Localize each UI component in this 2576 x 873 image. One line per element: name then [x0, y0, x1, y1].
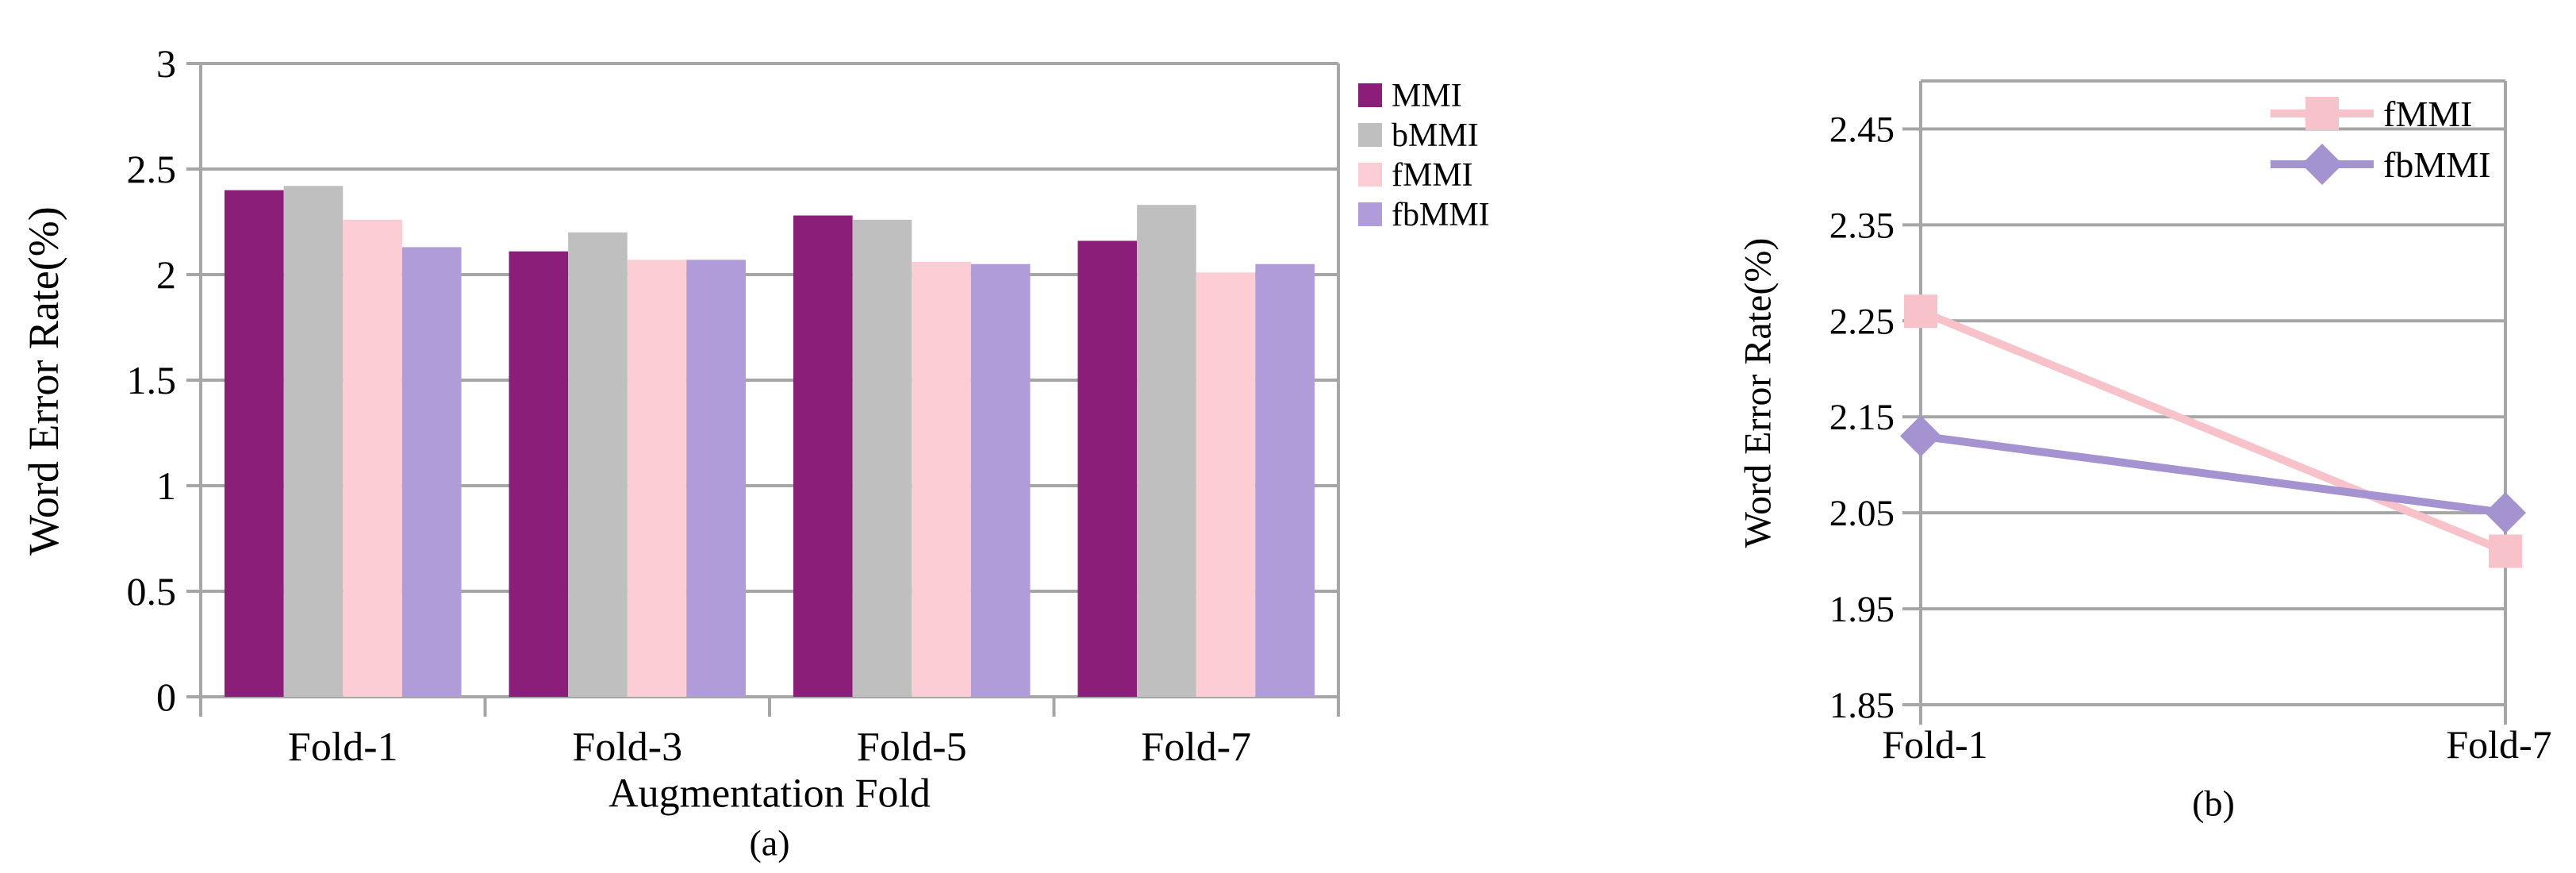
bar-fbMMI-Fold-3: [686, 260, 746, 697]
legend-item-bMMI: bMMI: [1358, 117, 1479, 154]
y-tick-label: 1.5: [127, 358, 177, 402]
legend-label-fMMI: fMMI: [1392, 157, 1473, 194]
marker-fbMMI-Fold-1: [1900, 415, 1941, 457]
y-tick-label: 3: [156, 41, 176, 86]
bar-MMI-Fold-7: [1077, 240, 1138, 697]
chart-a-x-axis-title: Augmentation Fold: [608, 771, 931, 817]
marker-fbMMI-Fold-7: [2485, 492, 2526, 534]
bar-MMI-Fold-5: [793, 215, 853, 697]
legend-swatch-MMI: [1358, 83, 1382, 107]
legend-label-fbMMI: fbMMI: [1392, 197, 1490, 233]
y-tick-label: 1.85: [1829, 685, 1895, 726]
y-tick-label: 2: [156, 252, 176, 297]
legend-item-MMI: MMI: [1358, 78, 1462, 114]
x-category-label: Fold-7: [1141, 725, 1251, 770]
x-category-label: Fold-3: [572, 725, 682, 770]
x-category-label: Fold-1: [288, 725, 398, 770]
y-tick-label: 2.45: [1829, 109, 1895, 150]
legend-swatch-bMMI: [1358, 123, 1382, 147]
legend-label-MMI: MMI: [1392, 78, 1462, 114]
bar-fMMI-Fold-7: [1196, 272, 1256, 698]
legend-label-bMMI: bMMI: [1392, 117, 1479, 154]
bar-bMMI-Fold-7: [1137, 205, 1196, 698]
legend-marker-fbMMI: [2302, 144, 2343, 185]
marker-fMMI-Fold-7: [2489, 534, 2522, 568]
legend-swatch-fbMMI: [1358, 202, 1382, 226]
bar-fbMMI-Fold-7: [1255, 263, 1315, 697]
chart-a-caption: (a): [749, 822, 790, 863]
bar-fMMI-Fold-5: [912, 262, 971, 697]
y-tick-label: 2.05: [1829, 493, 1895, 534]
y-tick-label: 2.25: [1829, 301, 1895, 342]
marker-fMMI-Fold-1: [1904, 294, 1937, 329]
legend-item-fbMMI: fbMMI: [1358, 197, 1490, 233]
bar-fMMI-Fold-1: [343, 219, 402, 698]
y-tick-label: 0: [156, 675, 176, 719]
legend-label-fbMMI: fbMMI: [2383, 144, 2490, 185]
bar-fbMMI-Fold-5: [970, 263, 1031, 697]
bar-bMMI-Fold-3: [568, 232, 628, 697]
legend-item-fbMMI: fbMMI: [2271, 144, 2490, 185]
y-tick-label: 1: [156, 463, 176, 508]
legend-swatch-fMMI: [1358, 163, 1382, 187]
y-tick-label: 1.95: [1829, 589, 1895, 630]
y-tick-label: 0.5: [127, 569, 177, 613]
bar-fMMI-Fold-3: [627, 260, 687, 697]
bar-MMI-Fold-3: [509, 251, 569, 697]
legend-item-fMMI: fMMI: [1358, 157, 1473, 194]
y-tick-label: 2.5: [127, 147, 177, 191]
legend-label-fMMI: fMMI: [2383, 94, 2472, 134]
line-fMMI: [1917, 307, 2509, 556]
bar-bMMI-Fold-5: [852, 219, 912, 698]
chart-a-y-axis-title: Word Error Rate(%): [20, 206, 67, 556]
chart-b-y-axis-title: Word Error Rate(%): [1737, 237, 1779, 548]
bar-bMMI-Fold-1: [283, 186, 344, 697]
chart-b-caption: (b): [2192, 783, 2235, 824]
x-category-label: Fold-1: [1882, 722, 1987, 767]
legend-item-fMMI: fMMI: [2271, 94, 2472, 134]
bar-MMI-Fold-1: [225, 190, 284, 698]
y-tick-label: 2.35: [1829, 205, 1895, 246]
y-tick-label: 2.15: [1829, 397, 1895, 438]
bar-fbMMI-Fold-1: [401, 247, 462, 697]
line-fbMMI: [1917, 432, 2509, 517]
x-category-label: Fold-5: [857, 725, 967, 770]
x-category-label: Fold-7: [2446, 722, 2551, 767]
bar-chart-panel-a: 3 2.5 2 1.5 1 0.5 0 Fold-1 Fold-3 Fold-5 Fold-7 MMI…: [127, 41, 1490, 770]
legend-marker-fMMI: [2305, 97, 2339, 130]
